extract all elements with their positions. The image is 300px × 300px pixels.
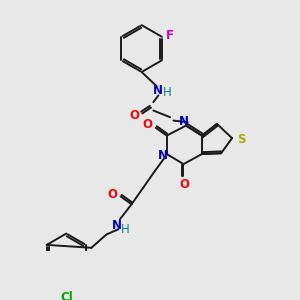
Text: N: N [112,219,122,232]
Text: N: N [179,115,189,128]
Text: S: S [237,133,245,146]
Text: F: F [166,29,173,42]
Text: H: H [121,223,130,236]
Text: N: N [153,84,164,97]
Text: H: H [163,85,172,99]
Text: N: N [158,149,168,162]
Text: O: O [142,118,152,131]
Text: Cl: Cl [60,291,73,300]
Text: O: O [129,109,139,122]
Text: O: O [107,188,117,201]
Text: O: O [179,178,189,191]
